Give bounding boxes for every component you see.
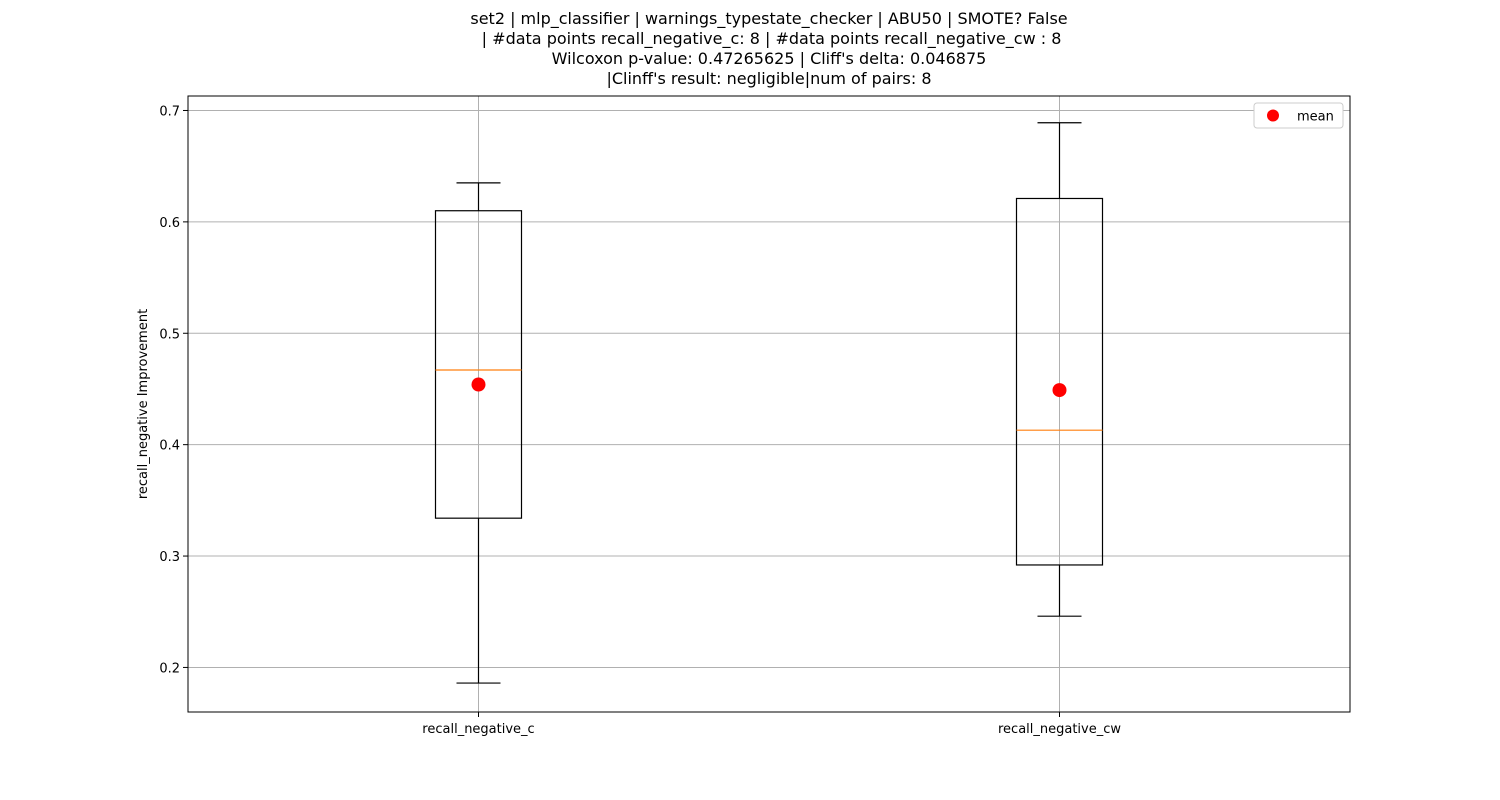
legend-label: mean xyxy=(1297,110,1334,125)
y-tick-label: 0.4 xyxy=(159,439,180,454)
chart-title: set2 | mlp_classifier | warnings_typesta… xyxy=(470,9,1067,88)
interquartile-box xyxy=(1015,197,1104,566)
chart-title-line: Wilcoxon p-value: 0.47265625 | Cliff's d… xyxy=(552,49,987,68)
box-series xyxy=(434,122,1104,684)
chart-title-line: |Clinff's result: negligible|num of pair… xyxy=(606,69,931,88)
legend: mean xyxy=(1253,102,1344,129)
box-recall_negative_cw xyxy=(1015,122,1104,617)
chart-title-line: | #data points recall_negative_c: 8 | #d… xyxy=(477,29,1062,49)
y-axis-label: recall_negative Improvement xyxy=(136,309,151,499)
y-tick-label: 0.7 xyxy=(159,104,180,119)
x-tick-label: recall_negative_cw xyxy=(998,722,1121,737)
x-axis: recall_negative_c recall_negative_cw xyxy=(422,712,1121,737)
box-recall_negative_c xyxy=(434,182,523,684)
grid-lines xyxy=(188,96,1350,712)
legend-mean-marker xyxy=(1267,109,1279,122)
mean-marker xyxy=(471,377,486,392)
plot-area-frame xyxy=(187,95,1351,713)
y-tick-label: 0.3 xyxy=(159,550,180,565)
mean-marker xyxy=(1052,383,1067,398)
x-tick-label: recall_negative_c xyxy=(422,722,534,737)
chart-title-line: set2 | mlp_classifier | warnings_typesta… xyxy=(470,9,1067,29)
legend-box xyxy=(1253,102,1344,129)
y-tick-label: 0.5 xyxy=(159,327,180,342)
y-tick-label: 0.6 xyxy=(159,216,180,231)
interquartile-box xyxy=(434,210,523,519)
y-axis: 0.2 0.3 0.4 0.5 0.6 0.7 xyxy=(159,104,188,676)
y-tick-label: 0.2 xyxy=(159,661,180,676)
